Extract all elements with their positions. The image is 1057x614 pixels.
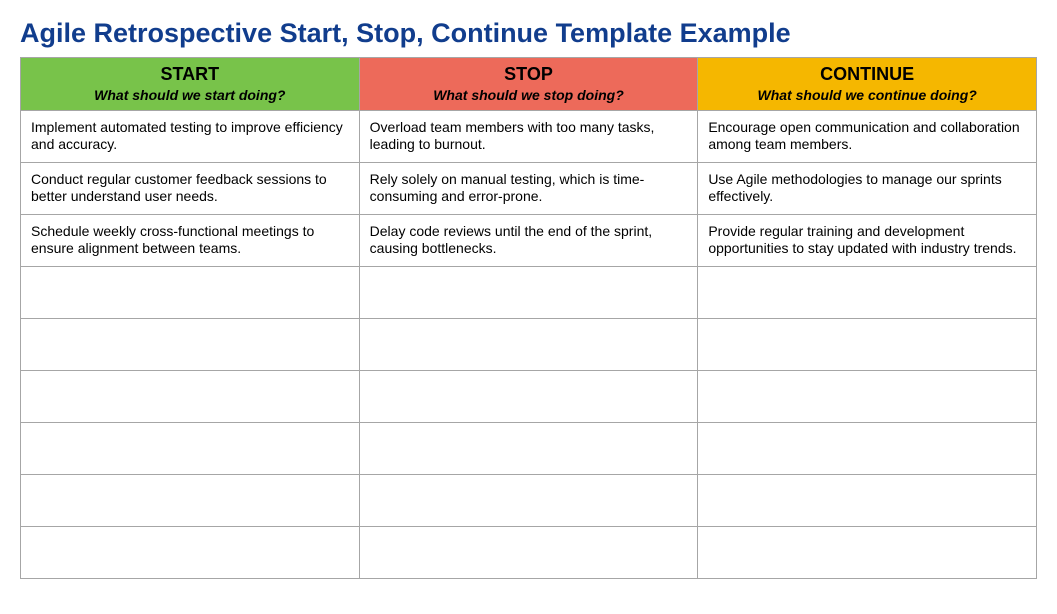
cell-continue (698, 318, 1037, 370)
cell-stop (359, 526, 698, 578)
cell-stop (359, 370, 698, 422)
cell-stop: Rely solely on manual testing, which is … (359, 162, 698, 214)
cell-start: Implement automated testing to improve e… (21, 110, 360, 162)
cell-continue (698, 422, 1037, 474)
cell-start: Schedule weekly cross-functional meeting… (21, 214, 360, 266)
cell-start: Conduct regular customer feedback sessio… (21, 162, 360, 214)
cell-continue: Provide regular training and development… (698, 214, 1037, 266)
cell-continue: Use Agile methodologies to manage our sp… (698, 162, 1037, 214)
cell-stop (359, 474, 698, 526)
cell-stop: Delay code reviews until the end of the … (359, 214, 698, 266)
table-body: Implement automated testing to improve e… (21, 110, 1037, 578)
cell-start (21, 422, 360, 474)
col-subtitle-continue: What should we continue doing? (706, 86, 1028, 104)
table-row: Conduct regular customer feedback sessio… (21, 162, 1037, 214)
table-row (21, 370, 1037, 422)
table-row (21, 474, 1037, 526)
table-row (21, 266, 1037, 318)
col-subtitle-stop: What should we stop doing? (368, 86, 690, 104)
col-title-stop: STOP (368, 64, 690, 86)
header-row: START What should we start doing? STOP W… (21, 58, 1037, 111)
cell-start (21, 370, 360, 422)
retro-table: START What should we start doing? STOP W… (20, 57, 1037, 579)
cell-stop (359, 422, 698, 474)
table-row: Implement automated testing to improve e… (21, 110, 1037, 162)
col-title-start: START (29, 64, 351, 86)
cell-start (21, 266, 360, 318)
cell-continue: Encourage open communication and collabo… (698, 110, 1037, 162)
cell-continue (698, 370, 1037, 422)
cell-continue (698, 526, 1037, 578)
table-row (21, 526, 1037, 578)
col-header-continue: CONTINUE What should we continue doing? (698, 58, 1037, 111)
col-header-stop: STOP What should we stop doing? (359, 58, 698, 111)
cell-start (21, 474, 360, 526)
page-title: Agile Retrospective Start, Stop, Continu… (20, 18, 1037, 49)
cell-stop: Overload team members with too many task… (359, 110, 698, 162)
cell-stop (359, 318, 698, 370)
table-row (21, 422, 1037, 474)
cell-stop (359, 266, 698, 318)
cell-start (21, 318, 360, 370)
col-header-start: START What should we start doing? (21, 58, 360, 111)
table-row (21, 318, 1037, 370)
col-subtitle-start: What should we start doing? (29, 86, 351, 104)
col-title-continue: CONTINUE (706, 64, 1028, 86)
cell-start (21, 526, 360, 578)
cell-continue (698, 266, 1037, 318)
cell-continue (698, 474, 1037, 526)
table-row: Schedule weekly cross-functional meeting… (21, 214, 1037, 266)
